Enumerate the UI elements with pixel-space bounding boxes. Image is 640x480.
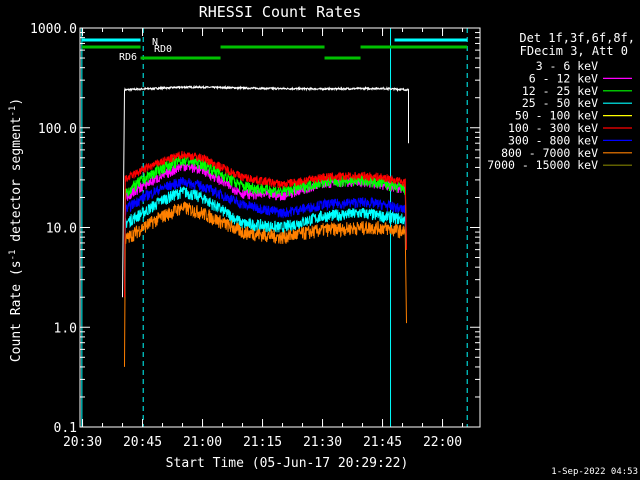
annotation-rd6: RD6 <box>119 52 137 63</box>
y-tick-label: 1000.0 <box>30 22 77 37</box>
series-lines <box>122 84 409 367</box>
legend-label: 300 - 800 keV <box>508 133 598 147</box>
annotation-n: N <box>152 37 158 48</box>
legend-label: 50 - 100 keV <box>515 109 598 123</box>
y-tick-label: 10.0 <box>46 222 77 237</box>
attenuator-state-bars <box>81 38 468 60</box>
x-tick-label: 22:00 <box>423 435 462 450</box>
x-axis-ticks: 20:30 20:45 21:00 21:15 21:30 21:45 22:00 <box>63 28 464 450</box>
legend-label: 100 - 300 keV <box>508 121 598 135</box>
series-line <box>124 154 407 298</box>
x-tick-label: 21:00 <box>183 435 222 450</box>
legend-header-line2: FDecim 3, Att 0 <box>520 44 628 58</box>
annotation-rd0: RD0 <box>154 44 172 55</box>
y-tick-label: 1.0 <box>54 321 77 336</box>
y-axis-label: Count Rate (s-1 detector segment-1) <box>8 98 24 362</box>
legend-label: 3 - 6 keV <box>536 59 598 73</box>
legend-label: 25 - 50 keV <box>522 96 598 110</box>
x-tick-label: 21:15 <box>243 435 282 450</box>
x-tick-label: 21:45 <box>363 435 402 450</box>
series-line <box>124 150 407 298</box>
legend-header-line1: Det 1f,3f,6f,8f, <box>519 31 635 45</box>
legend-label: 7000 - 15000 keV <box>487 158 598 172</box>
legend-label: 6 - 12 keV <box>529 71 598 85</box>
y-tick-label: 100.0 <box>38 122 77 137</box>
x-tick-label: 21:30 <box>303 435 342 450</box>
series-line <box>124 185 407 298</box>
x-tick-label: 20:45 <box>123 435 162 450</box>
timestamp: 1-Sep-2022 04:53 <box>551 467 638 477</box>
legend-label: 12 - 25 keV <box>522 84 598 98</box>
series-line <box>124 201 407 367</box>
x-tick-label: 20:30 <box>63 435 102 450</box>
y-axis-ticks: 0.1 1.0 10.0 100.0 1000.0 <box>30 22 480 436</box>
chart-title: RHESSI Count Rates <box>199 3 362 21</box>
series-line <box>122 84 409 298</box>
x-axis-label: Start Time (05-Jun-17 20:29:22) <box>166 456 409 471</box>
series-line <box>124 177 407 298</box>
y-tick-label: 0.1 <box>54 421 77 436</box>
legend-label: 800 - 7000 keV <box>501 146 598 160</box>
